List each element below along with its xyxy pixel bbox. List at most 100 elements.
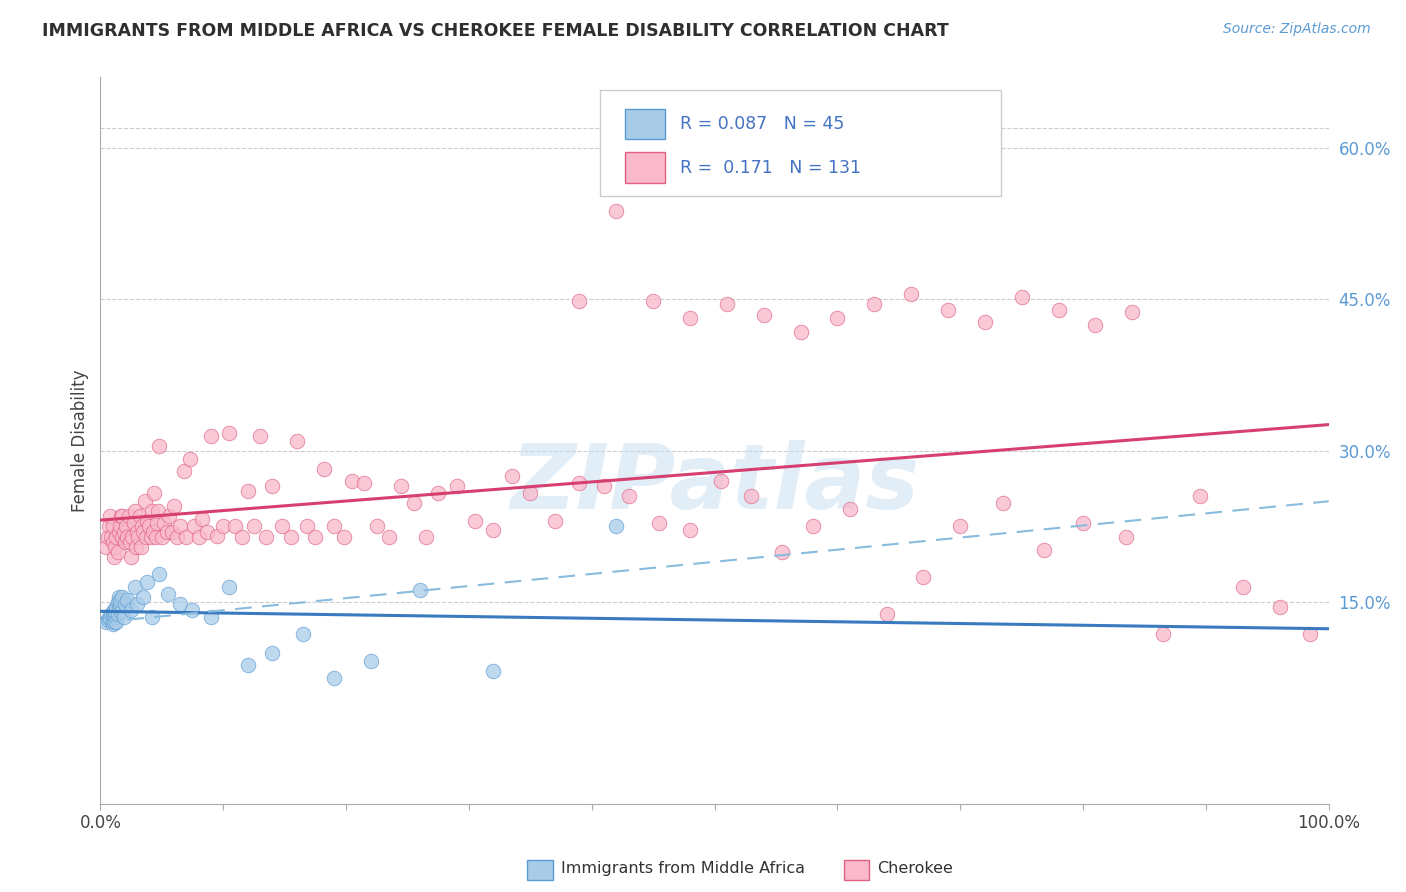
Point <box>353 476 375 491</box>
Point <box>973 315 995 329</box>
Point <box>409 582 432 597</box>
Point <box>132 524 155 539</box>
Point <box>236 657 259 672</box>
Point <box>863 297 886 311</box>
Point <box>163 500 186 514</box>
Point <box>195 524 218 539</box>
Point <box>141 504 163 518</box>
Point <box>97 613 120 627</box>
Point <box>789 325 811 339</box>
Point <box>128 509 150 524</box>
Point <box>801 519 824 533</box>
Point <box>107 595 129 609</box>
Point <box>218 425 240 440</box>
Point <box>101 617 124 632</box>
Point <box>132 590 155 604</box>
Point <box>108 593 131 607</box>
Point <box>838 502 860 516</box>
Point <box>107 590 129 604</box>
Point <box>912 570 935 584</box>
Point <box>679 310 702 325</box>
Point <box>740 489 762 503</box>
Point <box>169 519 191 533</box>
Point <box>135 530 157 544</box>
Point <box>679 523 702 537</box>
Point <box>482 523 505 537</box>
Point <box>1188 489 1211 503</box>
Point <box>121 530 143 544</box>
Point <box>142 524 165 539</box>
Point <box>249 428 271 442</box>
Point <box>107 524 129 539</box>
Point <box>97 530 120 544</box>
Point <box>1232 580 1254 594</box>
Point <box>169 597 191 611</box>
Point <box>101 519 124 533</box>
Point <box>415 530 437 544</box>
Point <box>104 540 127 554</box>
Point <box>176 530 198 544</box>
Point <box>271 519 294 533</box>
Point <box>402 496 425 510</box>
Point <box>427 486 450 500</box>
Point <box>200 610 222 624</box>
Point <box>993 496 1015 510</box>
Point <box>141 610 163 624</box>
Point <box>544 515 567 529</box>
Point <box>120 603 142 617</box>
Point <box>605 519 627 533</box>
Text: ZIPatlas: ZIPatlas <box>510 441 920 528</box>
Point <box>464 515 486 529</box>
Point <box>716 297 738 311</box>
Point <box>122 516 145 531</box>
Point <box>605 203 627 218</box>
Point <box>1047 302 1070 317</box>
Point <box>205 528 228 542</box>
Point <box>111 509 134 524</box>
Point <box>103 549 125 564</box>
Point <box>120 549 142 564</box>
Point <box>150 530 173 544</box>
Point <box>148 439 170 453</box>
Point <box>710 474 733 488</box>
Point <box>568 294 591 309</box>
Point <box>101 605 124 619</box>
Text: IMMIGRANTS FROM MIDDLE AFRICA VS CHEROKEE FEMALE DISABILITY CORRELATION CHART: IMMIGRANTS FROM MIDDLE AFRICA VS CHEROKE… <box>42 22 949 40</box>
Point <box>1121 304 1143 318</box>
Point <box>231 530 253 544</box>
Point <box>110 509 132 524</box>
Point <box>360 654 382 668</box>
Text: Source: ZipAtlas.com: Source: ZipAtlas.com <box>1223 22 1371 37</box>
Point <box>200 428 222 442</box>
Point <box>322 519 344 533</box>
Point <box>378 530 401 544</box>
Point <box>1032 542 1054 557</box>
Point <box>143 486 166 500</box>
Point <box>115 519 138 533</box>
Point <box>285 434 308 448</box>
Point <box>617 489 640 503</box>
Point <box>98 612 121 626</box>
Point <box>181 603 204 617</box>
Text: Immigrants from Middle Africa: Immigrants from Middle Africa <box>561 862 806 876</box>
Point <box>827 310 849 325</box>
Text: R = 0.087   N = 45: R = 0.087 N = 45 <box>681 115 845 133</box>
Point <box>100 530 122 544</box>
Point <box>366 519 388 533</box>
Point <box>105 615 128 630</box>
Point <box>107 545 129 559</box>
Point <box>101 534 124 549</box>
FancyBboxPatch shape <box>624 109 665 139</box>
Point <box>131 519 153 533</box>
Point <box>112 524 135 539</box>
Point <box>112 610 135 624</box>
Point <box>107 607 129 622</box>
Point <box>127 524 149 539</box>
Point <box>501 469 523 483</box>
Point <box>1071 516 1094 531</box>
Point <box>118 534 141 549</box>
Point <box>936 302 959 317</box>
Point <box>117 593 139 607</box>
Point <box>148 566 170 581</box>
Point <box>157 509 180 524</box>
